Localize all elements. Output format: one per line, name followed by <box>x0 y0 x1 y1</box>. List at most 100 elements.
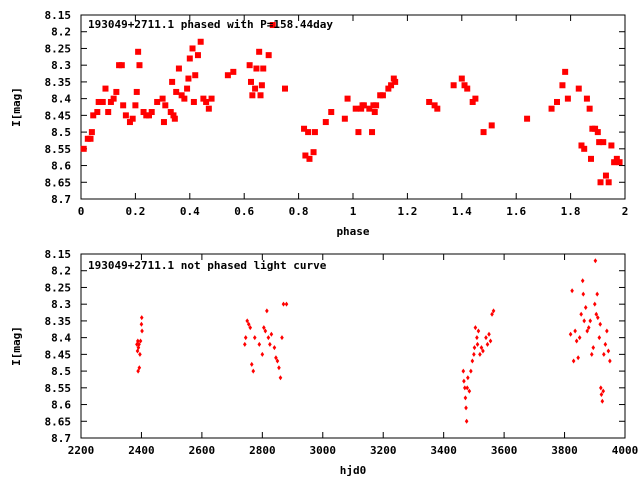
data-point <box>260 351 265 357</box>
data-point <box>148 109 155 116</box>
data-point <box>110 95 117 102</box>
data-point <box>597 335 602 341</box>
data-point <box>256 48 263 55</box>
y-tick-label: 8.65 <box>45 415 72 428</box>
data-point <box>574 338 579 344</box>
data-point <box>524 115 531 122</box>
data-point <box>463 385 467 391</box>
data-point <box>203 98 210 105</box>
data-point <box>573 328 577 334</box>
data-point <box>595 291 599 297</box>
data-point <box>616 159 623 166</box>
data-point <box>488 122 495 129</box>
data-point <box>379 92 386 99</box>
data-point <box>576 355 580 361</box>
y-tick-label: 8.55 <box>45 143 72 156</box>
data-point <box>102 85 109 92</box>
x-tick-label: 3600 <box>491 444 518 457</box>
data-point <box>122 112 129 119</box>
data-point <box>426 98 433 105</box>
data-point <box>268 341 272 347</box>
data-point <box>475 335 479 341</box>
data-point <box>484 335 488 341</box>
data-point <box>571 358 576 364</box>
data-point <box>140 328 144 334</box>
unphased-y-axis-label: I[mag] <box>10 326 23 366</box>
data-point <box>581 145 588 152</box>
data-point <box>465 385 470 391</box>
y-tick-label: 8.45 <box>45 348 72 361</box>
phased-points <box>80 22 623 186</box>
y-tick-label: 8.2 <box>51 26 71 39</box>
data-point <box>594 129 601 136</box>
y-tick-label: 8.15 <box>45 9 72 22</box>
data-point <box>306 155 313 162</box>
data-point <box>136 62 143 69</box>
x-tick-label: 2800 <box>249 444 276 457</box>
data-point <box>87 135 94 142</box>
data-point <box>249 92 256 99</box>
x-tick-label: 0 <box>78 205 85 218</box>
data-point <box>160 119 167 126</box>
data-point <box>581 291 586 297</box>
data-point <box>568 331 573 337</box>
x-tick-label: 0.2 <box>125 205 145 218</box>
data-point <box>388 82 395 89</box>
data-point <box>490 311 494 317</box>
data-point <box>262 325 266 331</box>
data-point <box>136 368 140 374</box>
data-point <box>99 98 106 105</box>
data-point <box>564 95 571 102</box>
data-point <box>105 109 112 116</box>
data-point <box>173 88 180 95</box>
y-tick-label: 8.65 <box>45 176 72 189</box>
data-point <box>586 325 591 331</box>
unphased-ticks: 2200 2400 2600 2800 3000 3200 3400 3600 3800 4000… <box>45 248 639 457</box>
data-point <box>265 308 269 314</box>
data-point <box>373 102 380 109</box>
data-point <box>185 75 192 82</box>
data-point <box>464 418 469 424</box>
data-point <box>562 68 569 75</box>
data-point <box>208 95 215 102</box>
data-point <box>263 328 268 334</box>
data-point <box>284 301 289 307</box>
data-point <box>135 48 142 55</box>
data-point <box>190 98 197 105</box>
data-point <box>591 345 596 351</box>
data-point <box>586 105 593 112</box>
data-point <box>470 358 475 364</box>
x-tick-label: 0.8 <box>289 205 309 218</box>
data-point <box>80 145 87 152</box>
data-point <box>464 405 468 411</box>
y-tick-label: 8.6 <box>51 160 71 173</box>
data-point <box>602 351 606 357</box>
data-point <box>352 105 359 112</box>
data-point <box>265 52 272 59</box>
data-point <box>248 325 253 331</box>
y-tick-label: 8.7 <box>51 432 71 445</box>
y-tick-label: 8.4 <box>51 93 71 106</box>
y-tick-label: 8.35 <box>45 315 72 328</box>
data-point <box>491 308 496 314</box>
data-point <box>597 179 604 186</box>
phased-chart-title: 193049+2711.1 phased with P=158.44day <box>88 18 333 31</box>
data-point <box>162 102 169 109</box>
x-tick-label: 2400 <box>128 444 155 457</box>
data-point <box>462 378 466 384</box>
data-point <box>464 85 471 92</box>
data-point <box>606 348 611 354</box>
data-point <box>192 72 199 79</box>
data-point <box>466 375 470 381</box>
data-point <box>154 98 161 105</box>
data-point <box>575 85 582 92</box>
data-point <box>369 129 376 136</box>
x-tick-label: 3400 <box>430 444 457 457</box>
data-point <box>260 65 267 72</box>
data-point <box>608 142 615 149</box>
data-point <box>181 95 188 102</box>
data-point <box>608 358 612 364</box>
data-point <box>94 109 101 116</box>
data-point <box>249 361 254 367</box>
x-tick-label: 3800 <box>551 444 578 457</box>
